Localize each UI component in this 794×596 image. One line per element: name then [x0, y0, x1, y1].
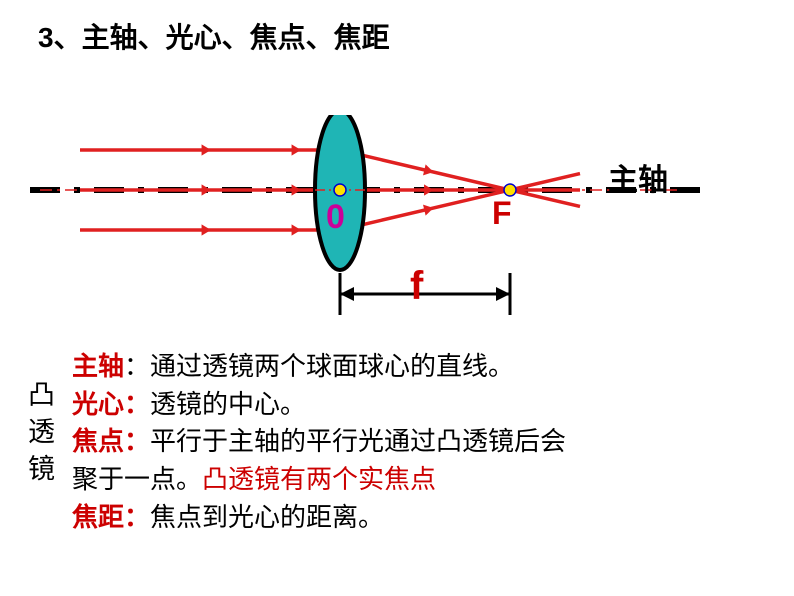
def-jiaoju: 焦距：焦点到光心的距离。 [72, 499, 566, 537]
def-zhuzhou: 主轴：通过透镜两个球面球心的直线。 [72, 348, 566, 386]
note-jiaodian: 凸透镜有两个实焦点 [202, 464, 436, 494]
term-guangxin: 光心： [72, 389, 150, 419]
term-jiaoju: 焦距： [72, 502, 150, 532]
section-title: 3、主轴、光心、焦点、焦距 [38, 16, 390, 56]
text-jiaoju: 焦点到光心的距离。 [150, 502, 384, 532]
def-jiaodian-line2: 聚于一点。凸透镜有两个实焦点 [72, 461, 566, 499]
term-zhuzhou: 主轴 [72, 351, 124, 381]
axis-label: 主轴 [608, 155, 668, 199]
text-guangxin: 透镜的中心。 [150, 389, 306, 419]
definitions-block: 主轴：通过透镜两个球面球心的直线。 光心：透镜的中心。 焦点：平行于主轴的平行光… [72, 348, 566, 536]
text-jiaodian2: 聚于一点。 [72, 464, 202, 494]
text-zhuzhou: ：通过透镜两个球面球心的直线。 [124, 351, 514, 381]
focal-length-label: f [410, 264, 423, 309]
focus-label: F [492, 195, 512, 232]
def-guangxin: 光心：透镜的中心。 [72, 386, 566, 424]
lens-diagram [20, 115, 720, 335]
def-jiaodian-line1: 焦点：平行于主轴的平行光通过凸透镜后会 [72, 423, 566, 461]
text-jiaodian1: 平行于主轴的平行光通过凸透镜后会 [150, 426, 566, 456]
term-jiaodian: 焦点： [72, 426, 150, 456]
optical-center-label: 0 [326, 198, 345, 237]
lens-type-label: 凸透镜 [20, 380, 59, 491]
